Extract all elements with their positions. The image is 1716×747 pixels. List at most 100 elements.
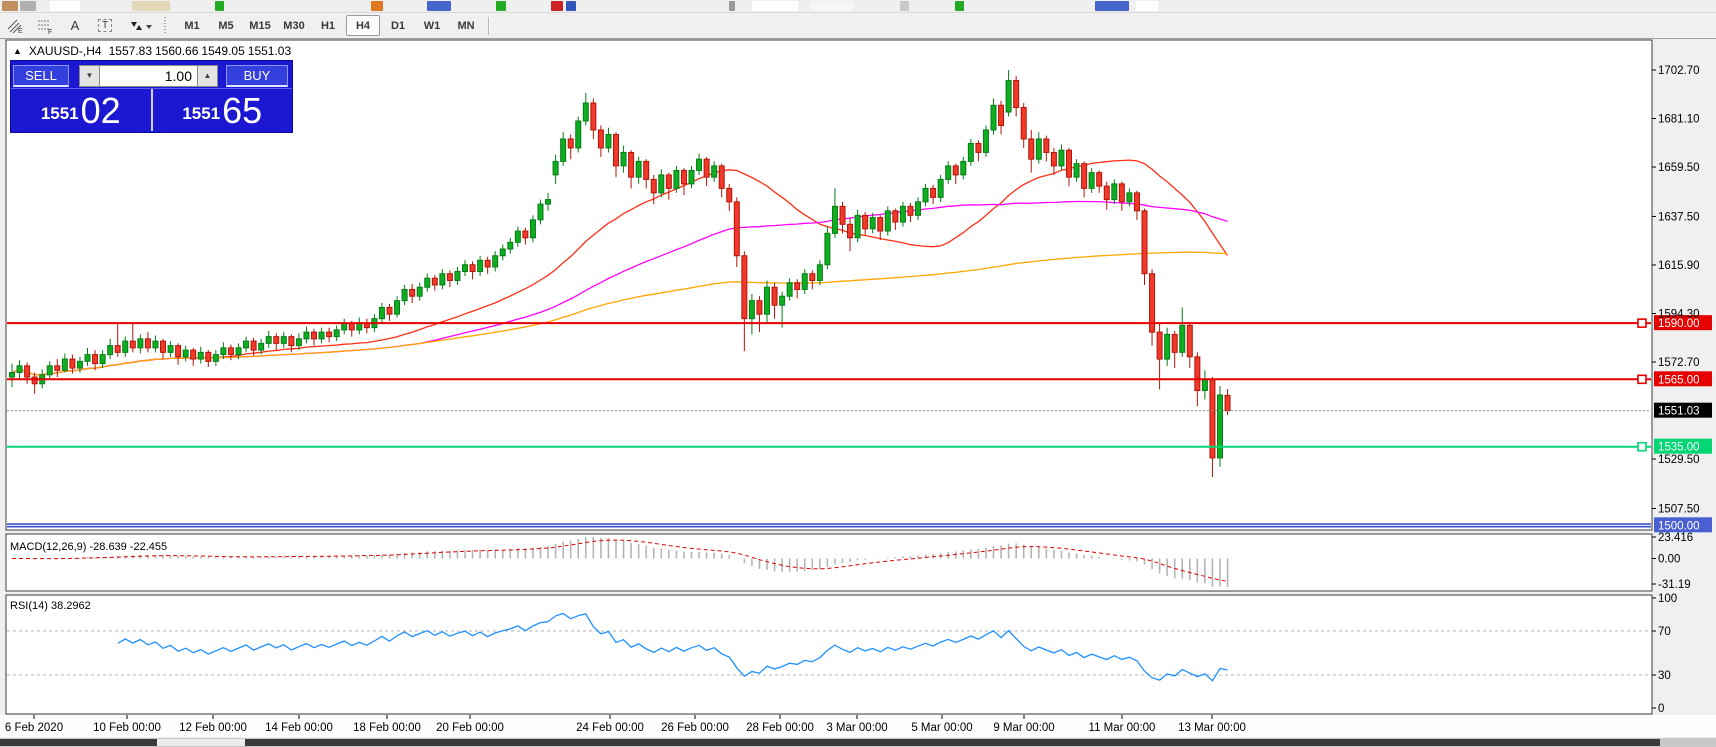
sell-price-big: 02 bbox=[80, 90, 121, 131]
volume-input[interactable] bbox=[100, 64, 197, 87]
svg-text:F: F bbox=[48, 29, 52, 34]
time-axis-label: 12 Feb 00:00 bbox=[179, 722, 247, 734]
timeframe-m30[interactable]: M30 bbox=[283, 19, 305, 32]
level-line-handle bbox=[1637, 374, 1647, 385]
time-axis: 6 Feb 2020 10 Feb 00:00 12 Feb 00:00 14 Feb… bbox=[5, 715, 1246, 734]
price-axis-label: 1594.30 bbox=[1658, 308, 1700, 320]
current-price-badge: 1551.03 bbox=[1658, 406, 1700, 418]
price-axis-label: 1702.70 bbox=[1658, 65, 1700, 77]
cutoff-icon-fragment bbox=[566, 1, 576, 11]
toolbar-separator bbox=[488, 16, 490, 35]
collapse-chart-icon[interactable]: ▲ bbox=[13, 46, 22, 56]
cutoff-icon-fragment bbox=[2, 1, 18, 11]
cutoff-icon-fragment bbox=[496, 1, 506, 11]
time-axis-label: 5 Mar 00:00 bbox=[911, 722, 972, 734]
time-axis-label: 24 Feb 00:00 bbox=[576, 722, 644, 734]
price-level-badge: 1565.00 bbox=[1658, 374, 1700, 386]
level-line-handle bbox=[1637, 318, 1647, 328]
price-level-badge: 1590.00 bbox=[1658, 318, 1700, 330]
ohlc-low: 1549.05 bbox=[201, 44, 245, 58]
time-axis-label: 10 Feb 00:00 bbox=[93, 722, 161, 734]
cutoff-icon-fragment bbox=[752, 1, 798, 11]
price-axis-label: 1529.50 bbox=[1658, 454, 1700, 466]
rsi-axis-label: 0 bbox=[1658, 703, 1664, 715]
ohlc-close: 1551.03 bbox=[247, 44, 292, 58]
level-line-handle bbox=[1637, 441, 1647, 452]
buy-price-big: 65 bbox=[222, 90, 263, 131]
equidistant-channel-icon[interactable]: E bbox=[0, 15, 30, 36]
price-level-badge: 1500.00 bbox=[1658, 520, 1700, 532]
sell-button[interactable]: SELL bbox=[13, 64, 69, 87]
toolbar-grip[interactable] bbox=[164, 16, 169, 35]
scrollbar-segment[interactable] bbox=[245, 739, 1660, 746]
price-axis-label: 1637.50 bbox=[1658, 211, 1700, 223]
horizontal-lines-layer[interactable]: 1590.00 1565.00 1535.00 1500.00 bbox=[7, 315, 1712, 533]
scrollbar-segment[interactable] bbox=[0, 739, 157, 746]
cutoff-icon-fragment bbox=[1136, 1, 1158, 11]
volume-increase-button[interactable]: ▲ bbox=[197, 64, 218, 87]
rsi-axis-label: 100 bbox=[1658, 593, 1677, 605]
macd-label: MACD(12,26,9) -28.639 -22.455 bbox=[10, 541, 168, 553]
timeframe-h4[interactable]: H4 bbox=[346, 15, 380, 36]
ohlc-high: 1560.66 bbox=[155, 44, 199, 58]
cutoff-icon-fragment bbox=[215, 1, 224, 11]
symbol-name: XAUUSD-,H4 bbox=[28, 44, 102, 58]
rsi-axis-label: 30 bbox=[1658, 670, 1671, 682]
time-axis-label: 9 Mar 00:00 bbox=[993, 722, 1054, 734]
timeframe-m1[interactable]: M1 bbox=[184, 19, 200, 32]
cutoff-icon-fragment bbox=[371, 1, 383, 11]
timeframe-w1[interactable]: W1 bbox=[423, 19, 441, 32]
cutoff-icon-fragment bbox=[810, 1, 854, 11]
timeframe-h1[interactable]: H1 bbox=[320, 19, 336, 32]
horizontal-scrollbar[interactable] bbox=[0, 738, 1716, 747]
price-axis-label: 1507.50 bbox=[1658, 503, 1700, 515]
text-label-icon[interactable]: T bbox=[90, 15, 120, 36]
rsi-pane: 100 70 30 0 bbox=[7, 593, 1677, 715]
price-axis-label: 1681.10 bbox=[1658, 114, 1700, 126]
timeframe-d1[interactable]: D1 bbox=[390, 19, 406, 32]
arrows-icon[interactable] bbox=[120, 15, 160, 36]
text-icon[interactable]: A bbox=[70, 18, 80, 33]
cutoff-icon-fragment bbox=[551, 1, 563, 11]
macd-axis-label: -31.19 bbox=[1658, 579, 1691, 591]
one-click-trading-panel: SELL ▼ ▲ BUY 1551 02 1551 65 bbox=[10, 60, 293, 133]
macd-signal-line bbox=[12, 539, 1228, 582]
current-price-layer: 1551.03 bbox=[7, 402, 1712, 418]
time-axis-label: 14 Feb 00:00 bbox=[265, 722, 333, 734]
buy-price-small: 1551 bbox=[182, 104, 221, 123]
time-axis-label: 13 Mar 00:00 bbox=[1178, 722, 1246, 734]
macd-axis-label: 0.00 bbox=[1658, 554, 1680, 566]
buy-button[interactable]: BUY bbox=[226, 64, 288, 87]
sell-price-small: 1551 bbox=[40, 104, 79, 123]
upper-toolbar-cutoff-strip bbox=[0, 0, 1716, 13]
cutoff-icon-fragment bbox=[132, 1, 170, 11]
time-axis-label: 3 Mar 00:00 bbox=[826, 722, 887, 734]
time-axis-label: 20 Feb 00:00 bbox=[436, 722, 504, 734]
macd-axis-label: 23.416 bbox=[1658, 532, 1693, 544]
price-axis-label: 1615.90 bbox=[1658, 260, 1700, 272]
cutoff-icon-fragment bbox=[50, 1, 80, 11]
volume-decrease-button[interactable]: ▼ bbox=[79, 64, 100, 87]
cutoff-icon-fragment bbox=[1095, 1, 1129, 11]
svg-text:E: E bbox=[18, 28, 23, 34]
time-axis-label: 6 Feb 2020 bbox=[5, 722, 63, 734]
fibonacci-retracement-icon[interactable]: F bbox=[30, 15, 60, 36]
time-axis-label: 11 Mar 00:00 bbox=[1089, 722, 1156, 734]
cutoff-icon-fragment bbox=[900, 1, 909, 11]
timeframe-mn[interactable]: MN bbox=[457, 19, 475, 32]
scrollbar-segment[interactable] bbox=[157, 739, 245, 746]
symbol-header: ▲ XAUUSD-,H4 1557.83 1560.66 1549.05 155… bbox=[13, 44, 291, 58]
cutoff-icon-fragment bbox=[729, 1, 735, 11]
timeframe-m15[interactable]: M15 bbox=[249, 19, 271, 32]
rsi-line bbox=[117, 612, 1228, 682]
timeframe-m5[interactable]: M5 bbox=[218, 19, 234, 32]
buy-price[interactable]: 1551 65 bbox=[153, 89, 293, 131]
sell-price[interactable]: 1551 02 bbox=[11, 89, 153, 131]
time-axis-label: 28 Feb 00:00 bbox=[746, 722, 814, 734]
time-axis-label: 18 Feb 00:00 bbox=[353, 722, 421, 734]
cutoff-icon-fragment bbox=[427, 1, 451, 11]
ohlc-open: 1557.83 bbox=[108, 44, 152, 58]
macd-pane: 23.416 0.00 -31.19 bbox=[12, 532, 1693, 591]
rsi-axis-label: 70 bbox=[1658, 626, 1671, 638]
